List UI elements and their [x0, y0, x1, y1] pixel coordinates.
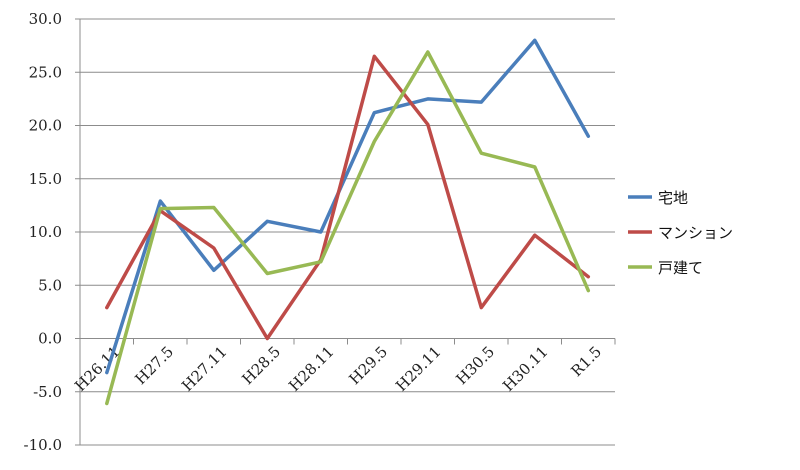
series-line-1 [105, 38, 591, 375]
legend-label: 戸建て [658, 259, 703, 277]
series-lines [105, 38, 591, 406]
x-tick-label: H30.5 [452, 343, 498, 389]
series-line-2 [105, 54, 591, 341]
x-tick-label: H29.5 [345, 343, 391, 389]
y-tick-label: 5.0 [38, 276, 62, 294]
y-tick-label: 25.0 [29, 63, 62, 81]
axes [75, 18, 616, 446]
y-tick-label: 30.0 [29, 10, 62, 28]
y-tick-label: 20.0 [29, 117, 62, 135]
x-tick-label: H30.11 [499, 343, 551, 395]
y-tick-label: 10.0 [29, 223, 62, 241]
y-tick-labels: 30.0 25.0 20.0 15.0 10.0 5.0 0.0 -5.0 -10.0 [24, 10, 62, 454]
y-tick-label: 0.0 [38, 330, 62, 348]
x-tick-label: H29.11 [392, 343, 444, 395]
y-tick-label: -5.0 [33, 383, 62, 401]
legend-label: 宅地 [658, 189, 688, 207]
x-tick-label: H28.5 [238, 343, 284, 389]
x-tick-label: H28.11 [285, 343, 337, 395]
x-tick-labels: H26.11 H27.5 H27.11 H28.5 H28.11 H29.5 H29.11 H… [71, 343, 605, 395]
x-tick-label: R1.5 [567, 343, 605, 381]
y-tick-label: -10.0 [24, 436, 62, 454]
gridlines [80, 18, 615, 446]
x-tick-label: H27.5 [131, 343, 177, 389]
y-tick-label: 15.0 [29, 170, 62, 188]
x-tick-label: H27.11 [178, 343, 230, 395]
series-line-3 [105, 50, 591, 406]
legend-label: マンション [658, 224, 733, 242]
